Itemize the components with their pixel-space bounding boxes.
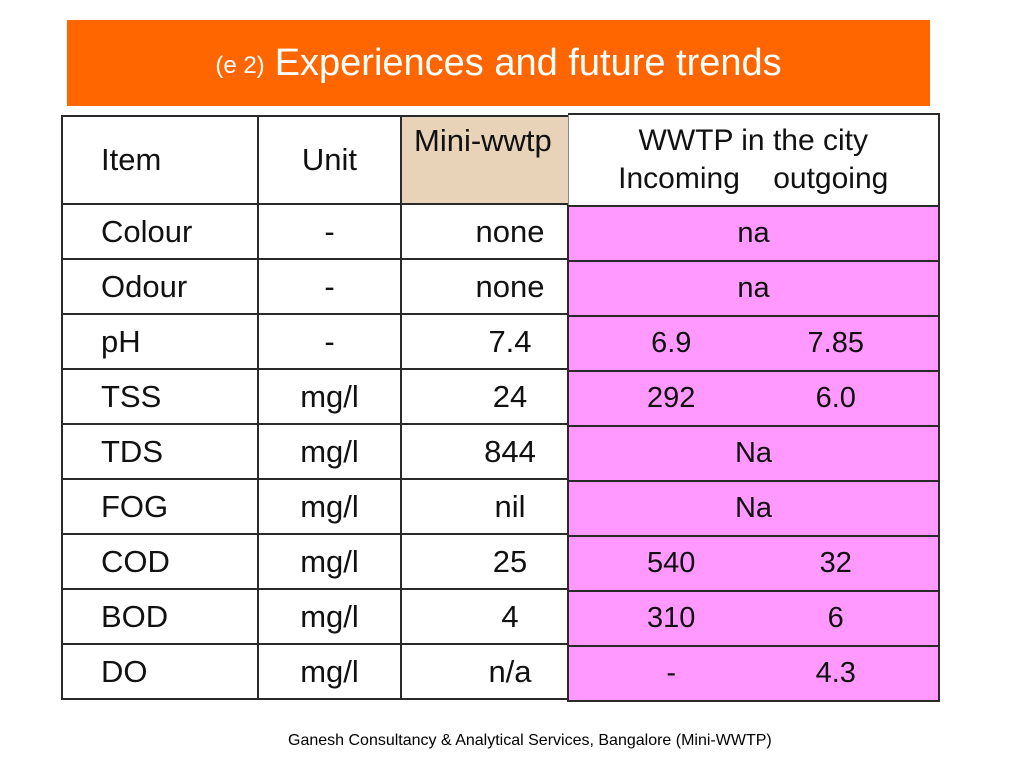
table-row: Colour - none xyxy=(61,203,620,260)
city-header: WWTP in the city Incoming outgoing xyxy=(567,113,940,207)
table-row: pH - 7.4 xyxy=(61,313,620,370)
row-item: TDS xyxy=(61,423,259,480)
city-pair-cell: 540 32 xyxy=(567,535,940,592)
city-merged-value: Na xyxy=(567,480,940,537)
city-merged-value: na xyxy=(567,205,940,262)
table-row: 6.9 7.85 xyxy=(567,315,940,372)
table-row: 292 6.0 xyxy=(567,370,940,427)
city-header-title: WWTP in the city xyxy=(638,124,868,157)
row-item: BOD xyxy=(61,588,259,645)
table-row: 310 6 xyxy=(567,590,940,647)
row-unit: mg/l xyxy=(257,478,402,535)
row-unit: mg/l xyxy=(257,423,402,480)
table-row: COD mg/l 25 xyxy=(61,533,620,590)
city-incoming-value: 292 xyxy=(647,382,696,414)
row-item: DO xyxy=(61,643,259,700)
table-row: BOD mg/l 4 xyxy=(61,588,620,645)
table-row: na xyxy=(567,205,940,262)
row-unit: mg/l xyxy=(257,533,402,590)
city-incoming-value: 310 xyxy=(647,602,696,634)
city-wwtp-table: WWTP in the city Incoming outgoing na na… xyxy=(567,113,940,702)
mini-wwtp-table: Item Unit Mini-wwtp Colour - none Odour … xyxy=(61,115,620,700)
slide-title-prefix: (e 2) xyxy=(215,52,265,79)
header-unit: Unit xyxy=(257,115,402,205)
city-incoming-value: 540 xyxy=(647,547,696,579)
city-pair-cell: - 4.3 xyxy=(567,645,940,702)
slide-title-bar: (e 2) Experiences and future trends xyxy=(67,20,930,106)
row-item: Odour xyxy=(61,258,259,315)
city-outgoing-value: 32 xyxy=(819,547,852,579)
city-incoming-value: - xyxy=(666,657,677,689)
table-row: FOG mg/l nil xyxy=(61,478,620,535)
table-row: na xyxy=(567,260,940,317)
header-item: Item xyxy=(61,115,259,205)
row-unit: mg/l xyxy=(257,588,402,645)
table-row: TDS mg/l 844 xyxy=(61,423,620,480)
row-unit: - xyxy=(257,313,402,370)
table-header-row: Item Unit Mini-wwtp xyxy=(61,115,620,205)
city-pair-cell: 310 6 xyxy=(567,590,940,647)
city-header-subtitle: Incoming outgoing xyxy=(618,162,889,195)
city-pair-cell: 292 6.0 xyxy=(567,370,940,427)
row-item: FOG xyxy=(61,478,259,535)
table-row: DO mg/l n/a xyxy=(61,643,620,700)
city-merged-value: na xyxy=(567,260,940,317)
city-incoming-value: 6.9 xyxy=(651,327,692,359)
row-item: Colour xyxy=(61,203,259,260)
row-item: COD xyxy=(61,533,259,590)
city-merged-value: Na xyxy=(567,425,940,482)
table-row: 540 32 xyxy=(567,535,940,592)
row-unit: mg/l xyxy=(257,643,402,700)
city-outgoing-value: 6.0 xyxy=(815,382,856,414)
city-outgoing-value: 4.3 xyxy=(815,657,856,689)
city-header-row: WWTP in the city Incoming outgoing xyxy=(567,113,940,207)
city-outgoing-value: 6 xyxy=(827,602,844,634)
row-unit: - xyxy=(257,203,402,260)
table-row: - 4.3 xyxy=(567,645,940,702)
row-item: TSS xyxy=(61,368,259,425)
row-item: pH xyxy=(61,313,259,370)
table-row: TSS mg/l 24 xyxy=(61,368,620,425)
slide-title: Experiences and future trends xyxy=(274,41,782,84)
table-row: Na xyxy=(567,480,940,537)
table-row: Odour - none xyxy=(61,258,620,315)
source-footer: Ganesh Consultancy & Analytical Services… xyxy=(288,732,772,749)
city-pair-cell: 6.9 7.85 xyxy=(567,315,940,372)
table-row: Na xyxy=(567,425,940,482)
city-outgoing-value: 7.85 xyxy=(807,327,864,359)
row-unit: - xyxy=(257,258,402,315)
row-unit: mg/l xyxy=(257,368,402,425)
